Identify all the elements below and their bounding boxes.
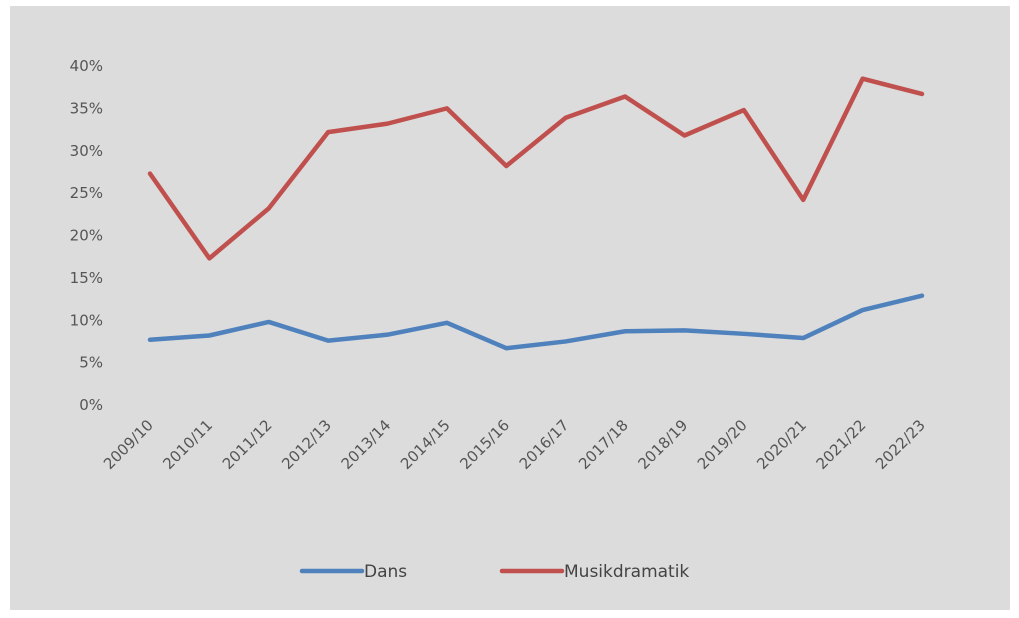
series-line-dans [147, 293, 925, 351]
legend: Dans Musikdramatik [299, 562, 689, 582]
y-tick-label: 5% [79, 354, 103, 372]
y-tick-label: 40% [70, 57, 103, 75]
y-tick-label: 0% [79, 396, 103, 414]
y-tick-label: 35% [70, 99, 103, 117]
x-tick-label: 2019/20 [694, 416, 751, 473]
x-axis-ticks: 2009/10 2010/11 2011/12 2012/13 2013/14 2014/… [100, 416, 929, 473]
x-tick-label: 2021/22 [813, 416, 870, 473]
x-tick-label: 2020/21 [753, 416, 810, 473]
y-tick-label: 20% [70, 227, 103, 245]
x-tick-label: 2016/17 [516, 416, 573, 473]
x-tick-label: 2017/18 [575, 416, 632, 473]
x-tick-label: 2012/13 [278, 416, 335, 473]
y-tick-label: 30% [70, 142, 103, 160]
series-line-musikdramatik [147, 76, 925, 261]
x-tick-label: 2010/11 [159, 416, 216, 473]
y-axis-ticks: 0% 5% 10% 15% 20% 25% 30% 35% 40% [70, 57, 103, 414]
x-tick-label: 2011/12 [219, 416, 276, 473]
y-tick-label: 15% [70, 269, 103, 287]
chart-area: 0% 5% 10% 15% 20% 25% 30% 35% 40% 2009/10 2010/11… [10, 6, 1010, 610]
legend-label-musikdramatik: Musikdramatik [564, 562, 689, 582]
legend-label-dans: Dans [364, 562, 407, 582]
series-lines [147, 76, 925, 351]
y-tick-label: 25% [70, 184, 103, 202]
x-tick-label: 2014/15 [397, 416, 454, 473]
x-tick-label: 2009/10 [100, 416, 157, 473]
y-tick-label: 10% [70, 311, 103, 329]
line-chart: 0% 5% 10% 15% 20% 25% 30% 35% 40% 2009/10 2010/11… [70, 57, 929, 582]
x-tick-label: 2015/16 [456, 416, 513, 473]
x-tick-label: 2013/14 [338, 416, 395, 473]
x-tick-label: 2022/23 [872, 416, 929, 473]
x-tick-label: 2018/19 [634, 416, 691, 473]
